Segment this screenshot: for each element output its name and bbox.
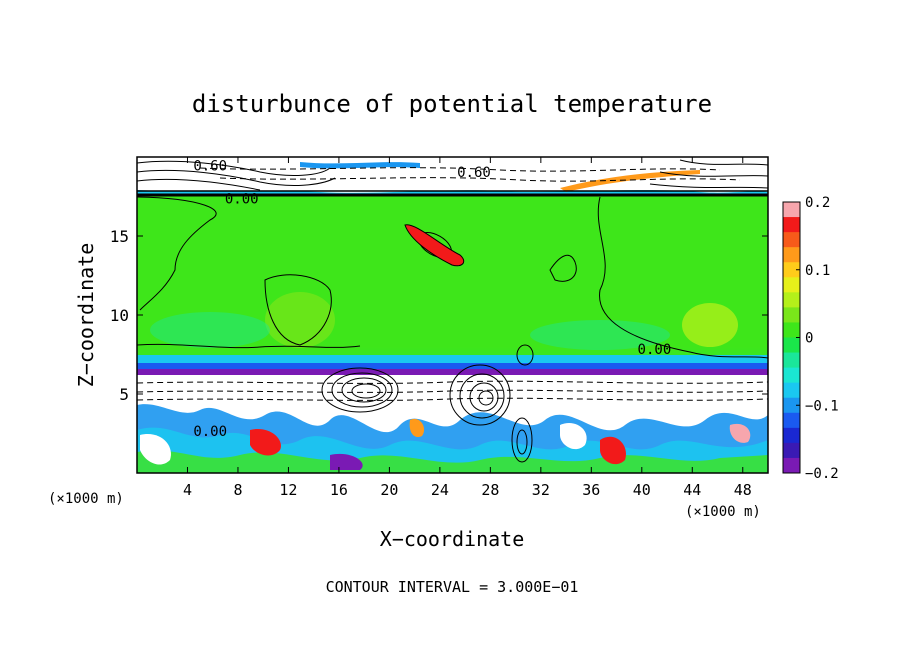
colorbar-tick-label: 0.2 xyxy=(805,195,830,211)
plot-area: 0.60 0.60 0.00 0.00 0.00 xyxy=(137,157,768,473)
inversion-purple xyxy=(137,369,768,375)
lower-white-patch xyxy=(140,434,171,465)
stratosphere-contours xyxy=(137,159,768,191)
y-tick-label: 10 xyxy=(110,306,129,325)
x-unit-left: (×1000 m) xyxy=(48,491,124,507)
lower-red-patch xyxy=(729,423,751,443)
x-tick-label: 12 xyxy=(279,481,297,499)
light-patch xyxy=(682,303,738,347)
contour-label: 0.60 xyxy=(457,165,491,181)
colorbar-swatch xyxy=(783,277,800,293)
contour-label: 0.60 xyxy=(193,158,227,174)
y-tick-label: 5 xyxy=(119,385,129,404)
zero-contour xyxy=(549,254,577,282)
x-tick-label: 32 xyxy=(532,481,550,499)
colorbar-swatch xyxy=(783,217,800,233)
x-tick-label: 20 xyxy=(380,481,398,499)
x-tick-label: 40 xyxy=(633,481,651,499)
x-tick-label: 36 xyxy=(582,481,600,499)
x-unit-right: (×1000 m) xyxy=(685,504,761,520)
chart-title: disturbunce of potential temperature xyxy=(192,90,712,118)
x-tick-label: 16 xyxy=(330,481,348,499)
colorbar xyxy=(782,201,801,474)
x-tick-label: 44 xyxy=(683,481,701,499)
y-tick-label: 15 xyxy=(110,227,129,246)
lower-purple-patch xyxy=(330,453,363,470)
contour-label: 0.00 xyxy=(193,424,227,440)
x-tick-label: 8 xyxy=(233,481,242,499)
x-axis: 4 8 12 16 20 24 28 32 36 40 44 48 xyxy=(183,157,752,499)
light-patch xyxy=(150,312,270,348)
colorbar-swatch xyxy=(783,247,800,263)
y-axis: 5 10 15 xyxy=(110,227,768,404)
colorbar-swatch xyxy=(783,397,800,414)
colorbar-swatch xyxy=(783,307,800,323)
y-axis-label: Z−coordinate xyxy=(74,243,98,388)
colorbar-swatch xyxy=(783,322,800,338)
colorbar-tick-label: −0.2 xyxy=(805,466,839,482)
stratosphere-blue-streak xyxy=(300,162,420,169)
colorbar-swatch xyxy=(783,382,800,399)
upper-streak xyxy=(404,224,465,267)
contour-label: 0.00 xyxy=(225,192,259,208)
negative-contours xyxy=(137,167,768,401)
contour-label-layer: 0.60 0.60 0.00 0.00 0.00 xyxy=(193,158,672,440)
x-tick-label: 28 xyxy=(481,481,499,499)
x-tick-label: 24 xyxy=(431,481,449,499)
x-tick-label: 48 xyxy=(734,481,752,499)
lower-red-patch xyxy=(409,418,425,438)
colorbar-swatch xyxy=(783,442,800,459)
zero-contour xyxy=(597,196,768,359)
colorbar-tick-label: 0.1 xyxy=(805,263,830,279)
lower-red-patch xyxy=(600,436,626,465)
colorbar-swatch xyxy=(783,292,800,308)
stratosphere-orange-streak xyxy=(560,170,700,192)
x-tick-label: 4 xyxy=(183,481,192,499)
contour-label: 0.00 xyxy=(638,342,672,358)
lower-white-patch xyxy=(560,422,587,450)
x-axis-label: X−coordinate xyxy=(380,527,525,551)
light-patch xyxy=(530,320,670,350)
colorbar-swatch xyxy=(783,262,800,278)
footer-contour-interval: CONTOUR INTERVAL = 3.000E−01 xyxy=(326,578,579,596)
lower-red-patch xyxy=(250,429,281,456)
colorbar-swatch xyxy=(783,337,800,354)
colorbar-swatch xyxy=(783,352,800,369)
light-patch xyxy=(265,292,335,348)
zero-contour xyxy=(137,196,217,311)
colorbar-tick-label: 0 xyxy=(805,331,813,347)
colorbar-swatch xyxy=(783,412,800,429)
colorbar-swatch xyxy=(783,232,800,248)
inversion-blue xyxy=(137,363,768,371)
colorbar-ticks: 0.2 0.1 0 −0.1 −0.2 xyxy=(796,195,839,482)
colorbar-swatch xyxy=(783,427,800,444)
colorbar-swatch xyxy=(783,457,800,474)
zero-contour xyxy=(264,274,332,346)
colorbar-swatch xyxy=(783,367,800,384)
zero-contour xyxy=(137,343,361,349)
colorbar-swatch xyxy=(783,202,800,218)
colorbar-tick-label: −0.1 xyxy=(805,398,839,414)
